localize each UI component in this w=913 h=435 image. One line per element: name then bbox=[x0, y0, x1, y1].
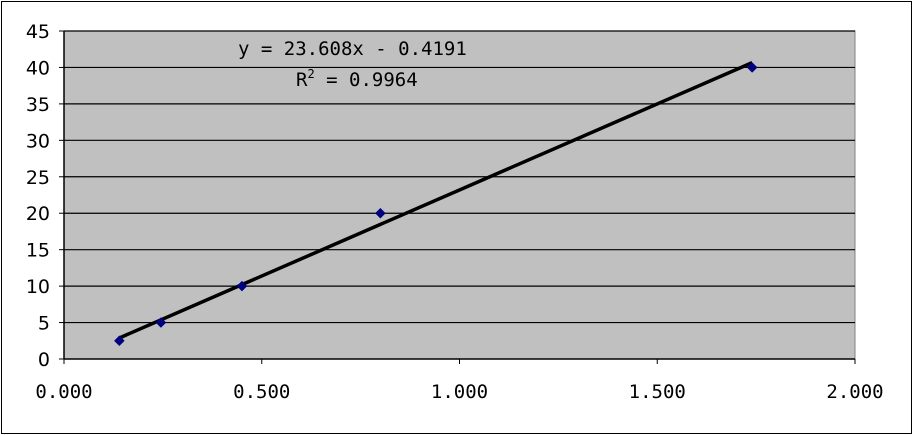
x-tick-labels: 0.000 0.500 1.000 1.500 2.000 bbox=[35, 359, 884, 403]
y-tick-label: 35 bbox=[26, 94, 50, 116]
data-point-marker bbox=[155, 317, 167, 328]
y-tick-labels: 0 5 10 15 20 25 30 35 40 45 bbox=[26, 21, 64, 371]
y-tick-label: 40 bbox=[26, 57, 50, 79]
trendline-equation: y = 23.608x - 0.4191 bbox=[238, 38, 467, 60]
x-tick-label: 0.500 bbox=[233, 381, 290, 403]
y-tick-label: 10 bbox=[26, 276, 50, 298]
y-tick-label: 15 bbox=[26, 240, 50, 262]
data-point-marker bbox=[746, 62, 758, 73]
x-tick-label: 2.000 bbox=[826, 381, 883, 403]
y-tick-label: 0 bbox=[38, 349, 50, 371]
x-tick-label: 1.000 bbox=[431, 381, 488, 403]
data-point-marker bbox=[375, 207, 386, 219]
data-point-marker bbox=[236, 280, 248, 292]
r-squared-letter: R bbox=[296, 69, 308, 91]
trendline bbox=[118, 61, 753, 340]
r-squared-superscript: 2 bbox=[307, 67, 314, 81]
r-squared-label: R2 = 0.9964 bbox=[296, 67, 418, 91]
gridlines bbox=[64, 30, 855, 324]
y-tick-label: 30 bbox=[26, 130, 50, 152]
data-point-marker bbox=[114, 335, 125, 347]
y-tick-label: 5 bbox=[38, 313, 50, 335]
x-tick-label: 0.000 bbox=[35, 381, 92, 403]
y-tick-label: 25 bbox=[26, 167, 50, 189]
x-tick-label: 1.500 bbox=[629, 381, 686, 403]
y-tick-label: 20 bbox=[26, 203, 50, 225]
r-squared-value: = 0.9964 bbox=[315, 69, 418, 91]
data-points bbox=[114, 62, 758, 347]
y-tick-label: 45 bbox=[26, 21, 50, 43]
